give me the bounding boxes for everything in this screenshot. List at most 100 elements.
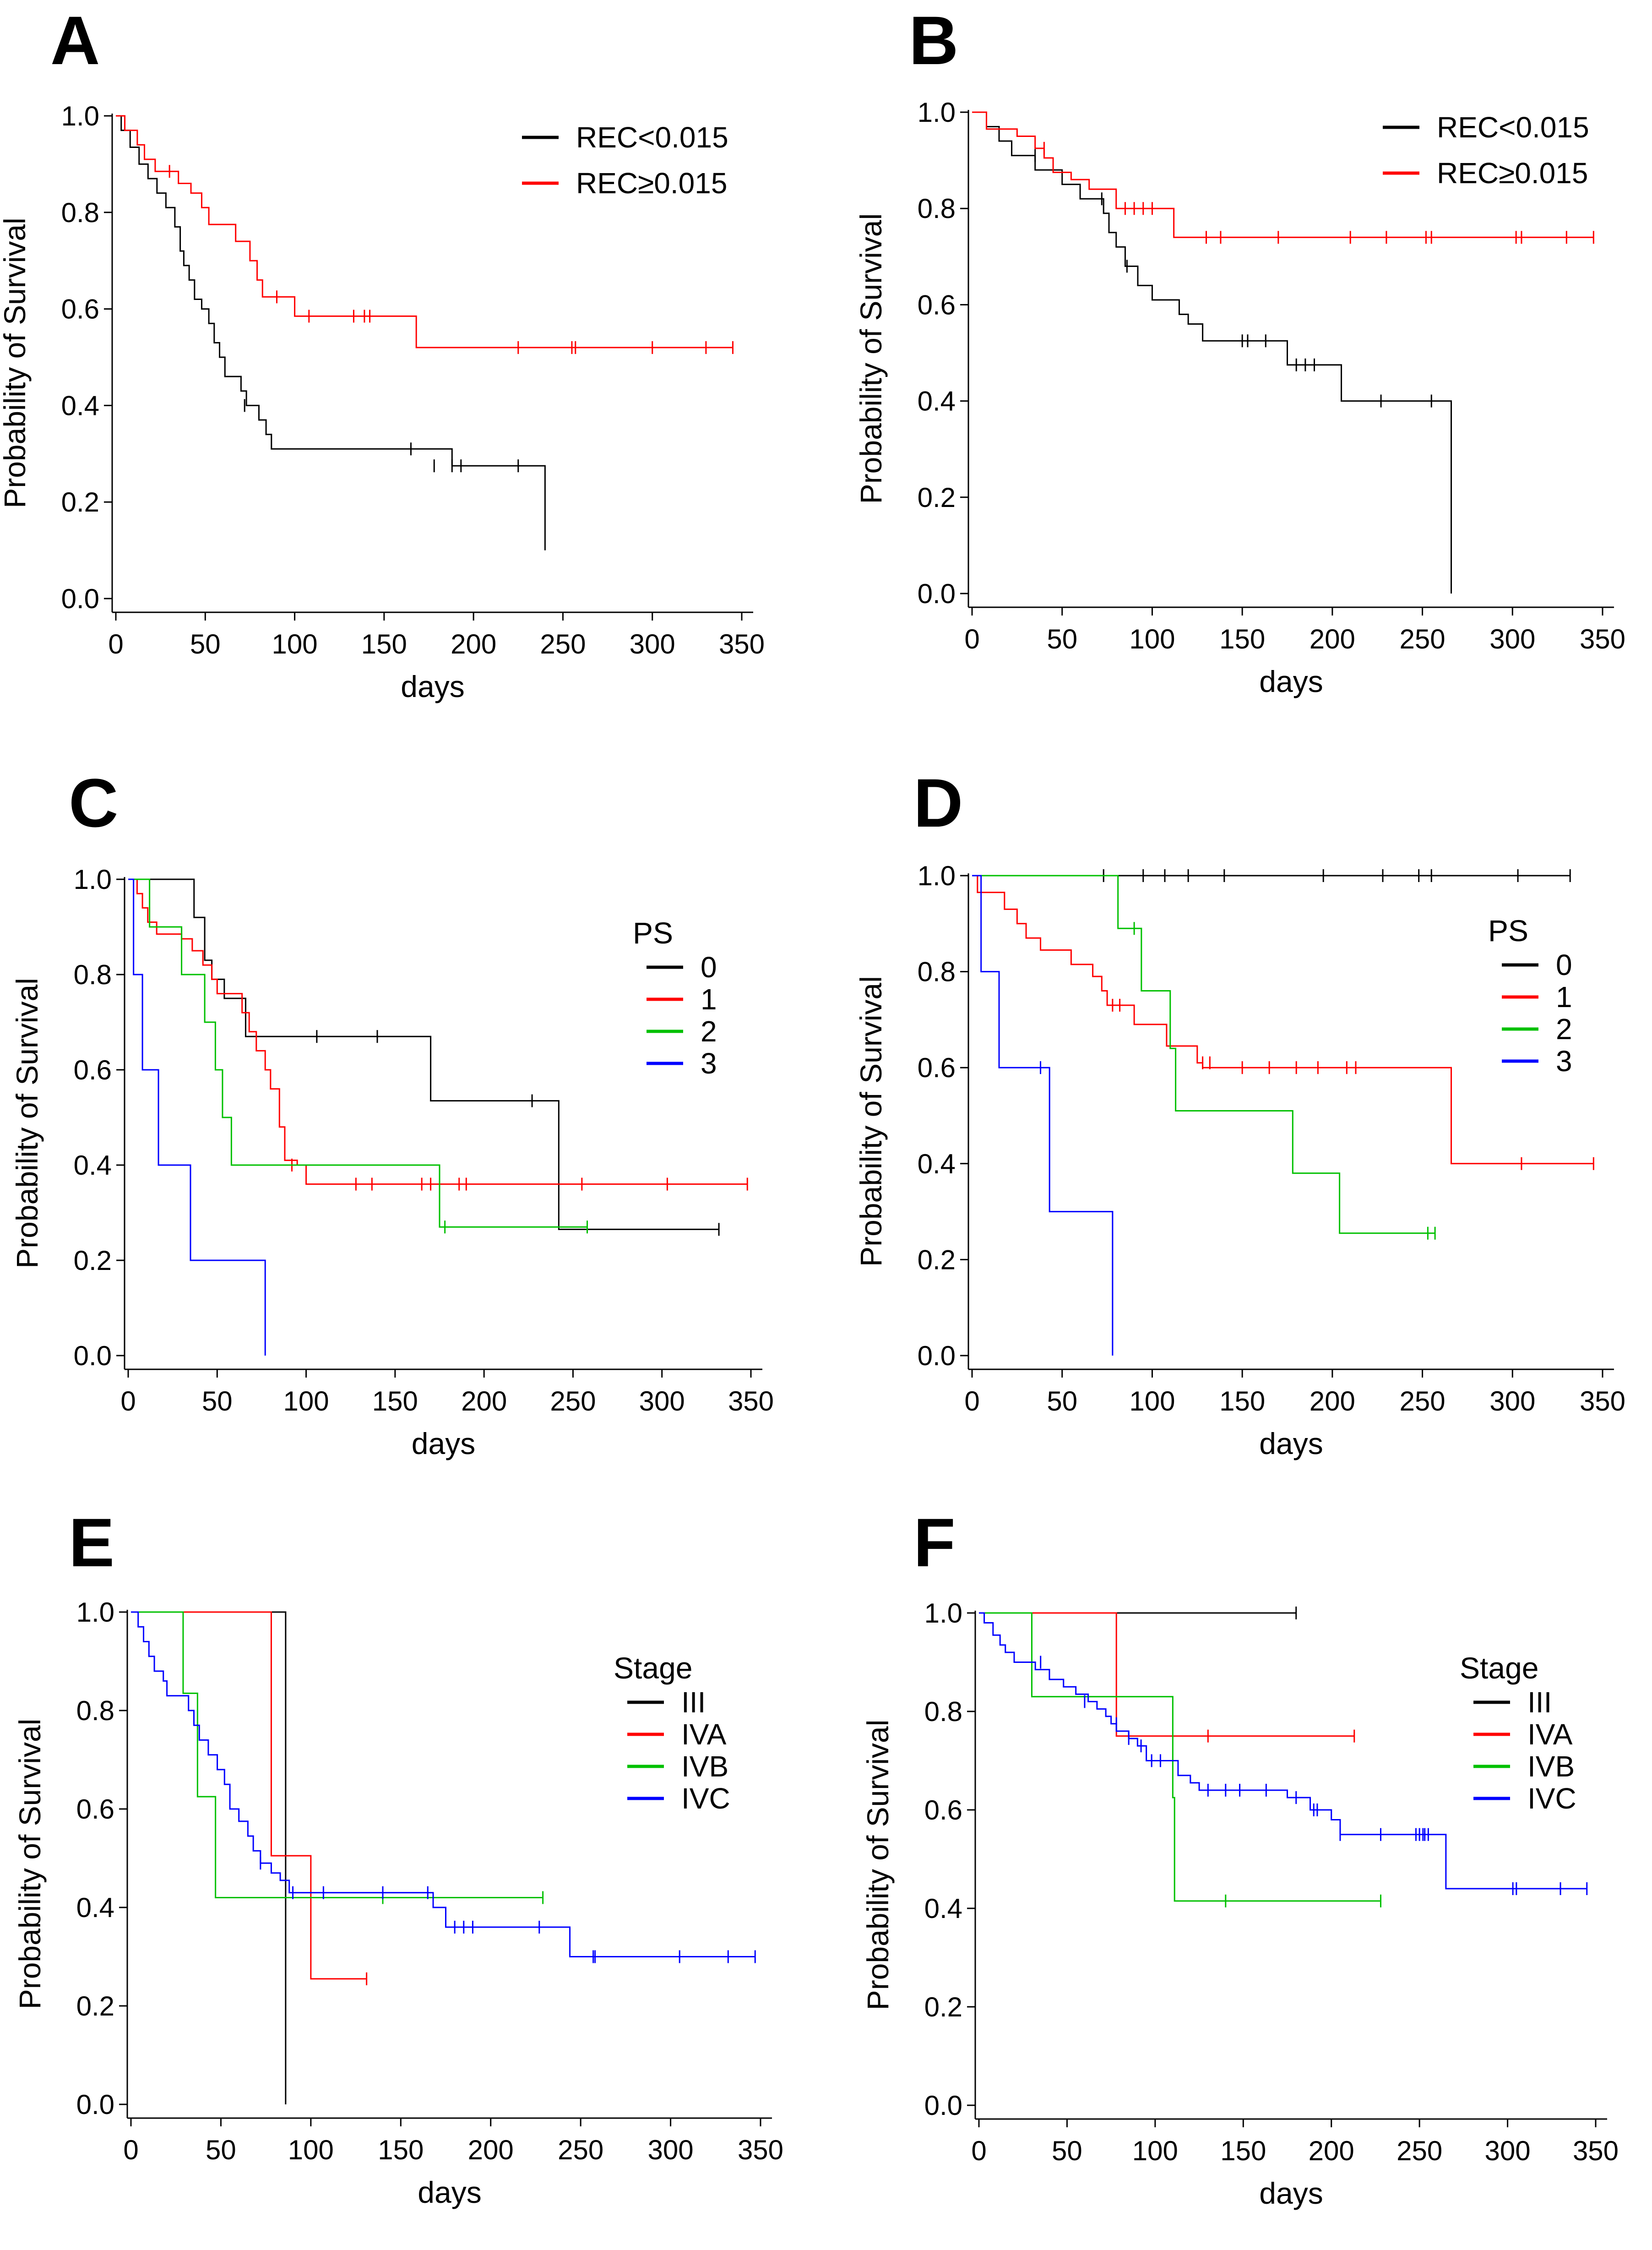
- x-tick-label: 200: [1309, 2136, 1354, 2166]
- series-rec-0-015: [972, 111, 1452, 594]
- survival-curve: [979, 1612, 1587, 1890]
- legend-label: 3: [1556, 1045, 1572, 1078]
- x-tick-label: 300: [1489, 1386, 1535, 1416]
- x-tick-label: 50: [1047, 1386, 1077, 1416]
- x-tick-label: 100: [283, 1386, 329, 1416]
- legend-label: IVC: [681, 1782, 730, 1815]
- legend-label: 0: [701, 951, 717, 984]
- legend-label: 0: [1556, 948, 1572, 981]
- y-tick-label: 0.8: [924, 1696, 962, 1727]
- y-tick-label: 0.2: [918, 482, 956, 513]
- y-tick-label: 0.4: [924, 1893, 962, 1924]
- y-tick-label: 0.4: [61, 390, 99, 421]
- x-tick-label: 100: [272, 629, 318, 659]
- y-tick-label: 0.8: [918, 193, 956, 224]
- x-tick-label: 200: [451, 629, 496, 659]
- series-1: [972, 875, 1594, 1170]
- series-iva: [979, 1612, 1355, 1743]
- series-rec-0-015: [116, 115, 546, 550]
- series-rec-0-015: [972, 111, 1594, 244]
- legend: REC<0.015 REC≥0.015: [1383, 111, 1589, 190]
- panel-e: E 0 50 100 150 200 250 300 350 0.0 0.2 0.4 0.6 0.8 1.0…: [13, 1504, 783, 2209]
- x-tick-label: 250: [540, 629, 586, 659]
- legend-title: Stage: [614, 1651, 692, 1685]
- legend-label: REC≥0.015: [1437, 157, 1588, 190]
- x-tick-label: 200: [461, 1386, 507, 1416]
- y-tick-label: 0.0: [76, 2089, 114, 2120]
- survival-curve: [116, 115, 733, 349]
- panel-letter: E: [69, 1504, 114, 1581]
- panel-letter: D: [913, 764, 963, 841]
- y-axis-title: Probability of Survival: [13, 1719, 47, 2010]
- x-axis-title: days: [401, 670, 464, 703]
- y-tick-label: 0.4: [918, 386, 956, 417]
- panel-d: D 0 50 100 150 200 250 300 350 0.0 0.2 0.4 0.6 0.8 1.0…: [854, 764, 1625, 1460]
- x-axis-title: days: [412, 1427, 475, 1460]
- legend-label: III: [681, 1686, 706, 1719]
- x-tick-label: 150: [1219, 624, 1265, 654]
- series-2: [972, 875, 1436, 1240]
- survival-curve: [131, 1611, 755, 1957]
- panel-letter: A: [50, 2, 100, 79]
- panel-a: A 0 50 100 150 200 250 300 350 0.0 0.2 0.4 0.6 0.8 1.0…: [0, 2, 765, 703]
- x-tick-label: 250: [1397, 2136, 1442, 2166]
- y-tick-label: 1.0: [61, 101, 99, 131]
- x-tick-label: 150: [361, 629, 407, 659]
- series-3: [972, 875, 1114, 1356]
- x-tick-label: 300: [1489, 624, 1535, 654]
- x-tick-label: 50: [202, 1386, 233, 1416]
- series-3: [128, 878, 266, 1356]
- x-tick-label: 350: [1580, 1386, 1625, 1416]
- y-tick-label: 1.0: [924, 1598, 962, 1629]
- legend-title: PS: [633, 916, 673, 950]
- x-tick-label: 200: [1310, 624, 1355, 654]
- y-tick-label: 0.8: [918, 957, 956, 987]
- legend-label: 1: [1556, 981, 1572, 1013]
- survival-curve: [128, 878, 587, 1228]
- y-tick-label: 0.6: [74, 1055, 112, 1085]
- survival-curve: [979, 1612, 1381, 1902]
- y-tick-label: 0.2: [74, 1245, 112, 1276]
- x-tick-label: 150: [1220, 2136, 1266, 2166]
- series-0: [128, 878, 720, 1236]
- y-axis-title: Probability of Survival: [854, 976, 888, 1267]
- series-rec-0-015: [116, 115, 734, 354]
- legend-label: IVB: [1527, 1750, 1575, 1783]
- legend-label: IVC: [1527, 1782, 1576, 1815]
- survival-curve: [116, 115, 546, 550]
- panel-c: C 0 50 100 150 200 250 300 350 0.0 0.2 0.4 0.6 0.8 1.0…: [10, 764, 774, 1460]
- x-tick-label: 350: [719, 629, 765, 659]
- x-tick-label: 0: [108, 629, 123, 659]
- y-axis-title: Probability of Survival: [0, 218, 32, 508]
- legend-label: IVA: [681, 1718, 727, 1751]
- legend-label: 1: [701, 983, 717, 1016]
- x-tick-label: 100: [288, 2135, 334, 2165]
- x-axis-title: days: [1259, 1427, 1323, 1460]
- survival-curve: [972, 875, 1594, 1165]
- series-ivc: [979, 1612, 1588, 1895]
- x-tick-label: 250: [1400, 1386, 1446, 1416]
- series-2: [128, 878, 588, 1234]
- survival-curve: [972, 111, 1594, 238]
- y-tick-label: 0.6: [918, 289, 956, 320]
- x-tick-label: 250: [550, 1386, 596, 1416]
- survival-curve: [128, 878, 266, 1356]
- panel-letter: F: [913, 1504, 956, 1581]
- legend-label: IVA: [1527, 1718, 1573, 1751]
- series-ivb: [979, 1612, 1381, 1907]
- y-tick-label: 0.0: [918, 578, 956, 609]
- survival-curve: [128, 878, 719, 1230]
- y-tick-label: 0.6: [918, 1052, 956, 1083]
- y-tick-label: 0.2: [924, 1992, 962, 2022]
- legend-label: REC<0.015: [1437, 111, 1589, 144]
- x-tick-label: 200: [468, 2135, 514, 2165]
- x-tick-label: 0: [964, 624, 979, 654]
- y-tick-label: 0.0: [61, 583, 99, 614]
- x-tick-label: 150: [372, 1386, 418, 1416]
- x-tick-label: 0: [964, 1386, 979, 1416]
- legend-title: PS: [1488, 914, 1528, 948]
- survival-curve: [979, 1612, 1354, 1737]
